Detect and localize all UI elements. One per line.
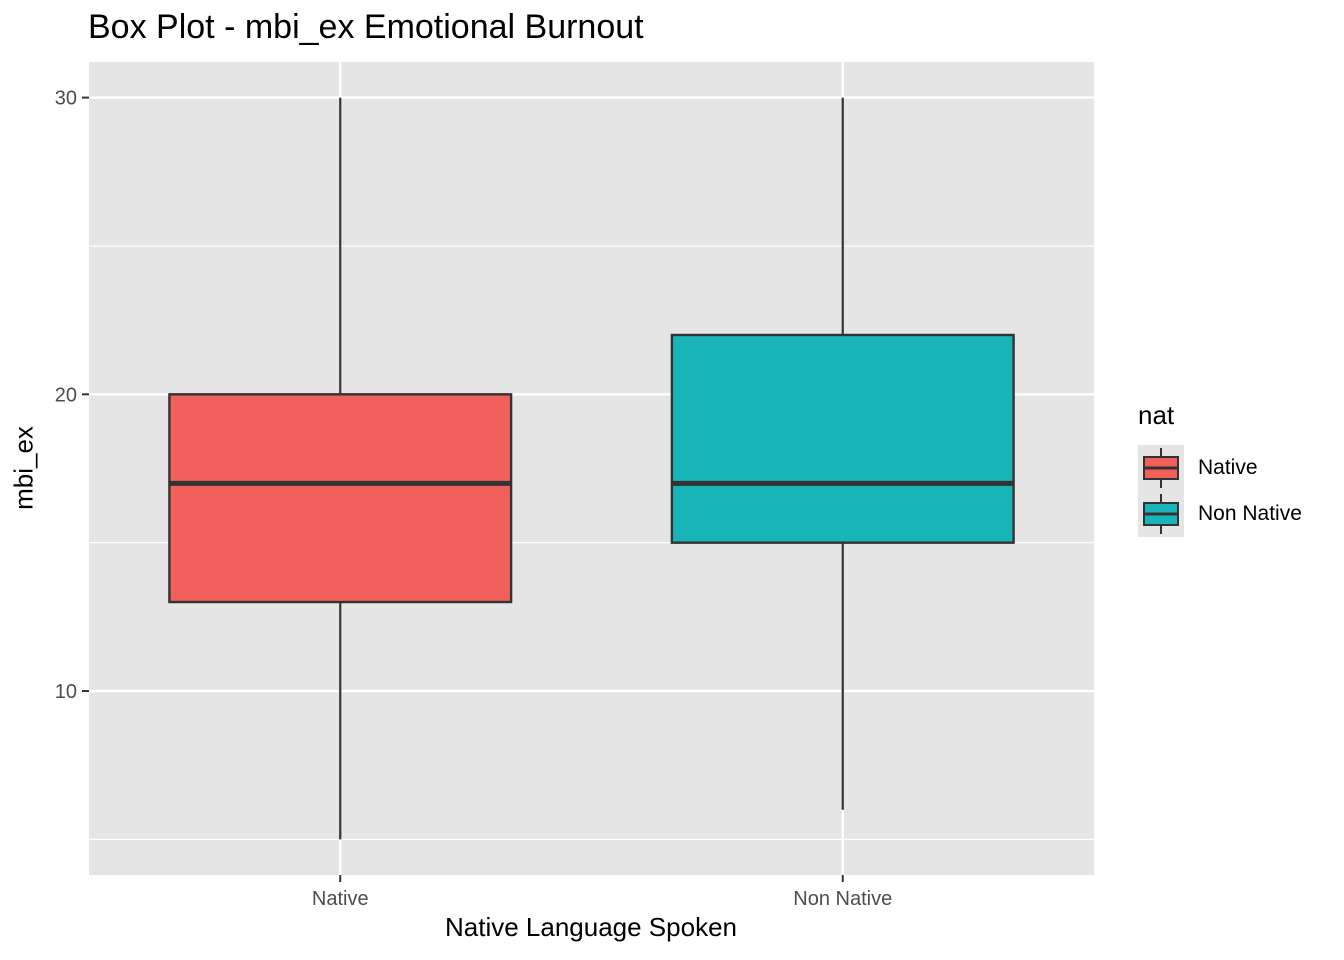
chart-title: Box Plot - mbi_ex Emotional Burnout xyxy=(88,8,644,46)
y-tick-label: 20 xyxy=(55,384,77,406)
x-tick-label: Native xyxy=(312,888,369,910)
y-axis-title: mbi_ex xyxy=(8,426,39,510)
box-native xyxy=(168,97,513,840)
boxes xyxy=(168,97,1015,840)
box-non-native xyxy=(670,97,1015,810)
y-tick-label: 10 xyxy=(55,681,77,703)
x-tick-label: Non Native xyxy=(793,888,892,910)
legend-key-non-native xyxy=(1138,491,1184,537)
legend-label-native: Native xyxy=(1198,456,1258,479)
legend-key-native xyxy=(1138,445,1184,491)
y-tick-label: 30 xyxy=(55,88,77,110)
x-axis-title: Native Language Spoken xyxy=(444,912,737,942)
legend-keys xyxy=(1138,445,1184,537)
legend-label-non-native: Non Native xyxy=(1198,502,1302,525)
box-body xyxy=(168,393,513,604)
axes: 10 20 30 Native Non Native xyxy=(55,88,892,910)
legend-title: nat xyxy=(1138,400,1175,430)
box-body xyxy=(670,333,1015,544)
